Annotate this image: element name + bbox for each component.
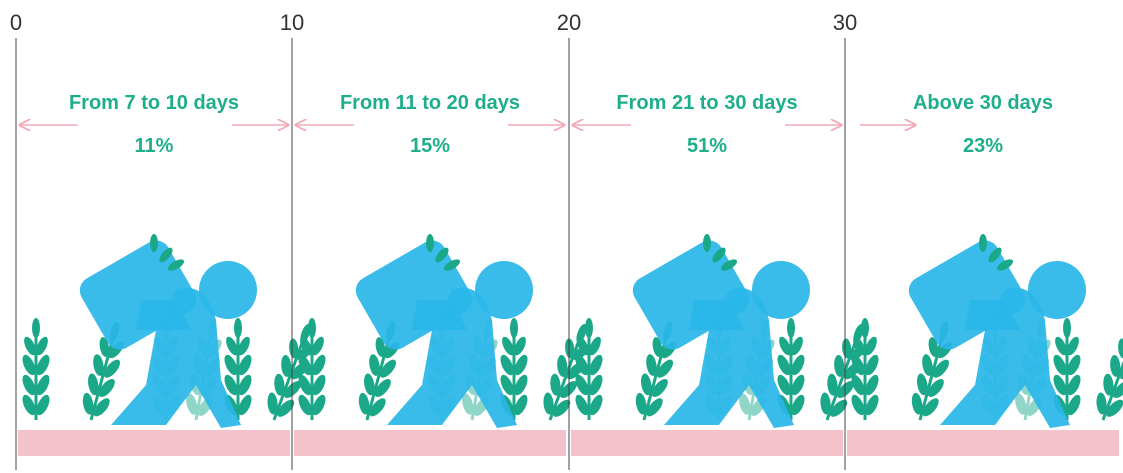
columns: From 7 to 10 days 11% From 11 to 20 days 15…	[10, 10, 1123, 470]
segment-share: 51%	[687, 135, 727, 157]
illustration	[847, 234, 1123, 456]
illustration	[571, 234, 877, 456]
segment-label: From 21 to 30 days	[616, 92, 797, 114]
segment-share: 23%	[963, 135, 1003, 157]
segment-label: From 7 to 10 days	[69, 92, 239, 114]
segment-label: From 11 to 20 days	[340, 92, 520, 114]
segment-label: Above 30 days	[913, 92, 1053, 114]
illustration	[18, 234, 324, 456]
tick-label: 10	[280, 10, 304, 35]
illustration	[294, 234, 600, 456]
tick-label: 20	[557, 10, 581, 35]
segment-share: 15%	[410, 135, 450, 157]
tick-label: 0	[10, 10, 22, 35]
tick-label: 30	[833, 10, 857, 35]
segment-share: 11%	[135, 135, 174, 157]
infographic: From 7 to 10 days 11% From 11 to 20 days 15…	[0, 0, 1123, 473]
